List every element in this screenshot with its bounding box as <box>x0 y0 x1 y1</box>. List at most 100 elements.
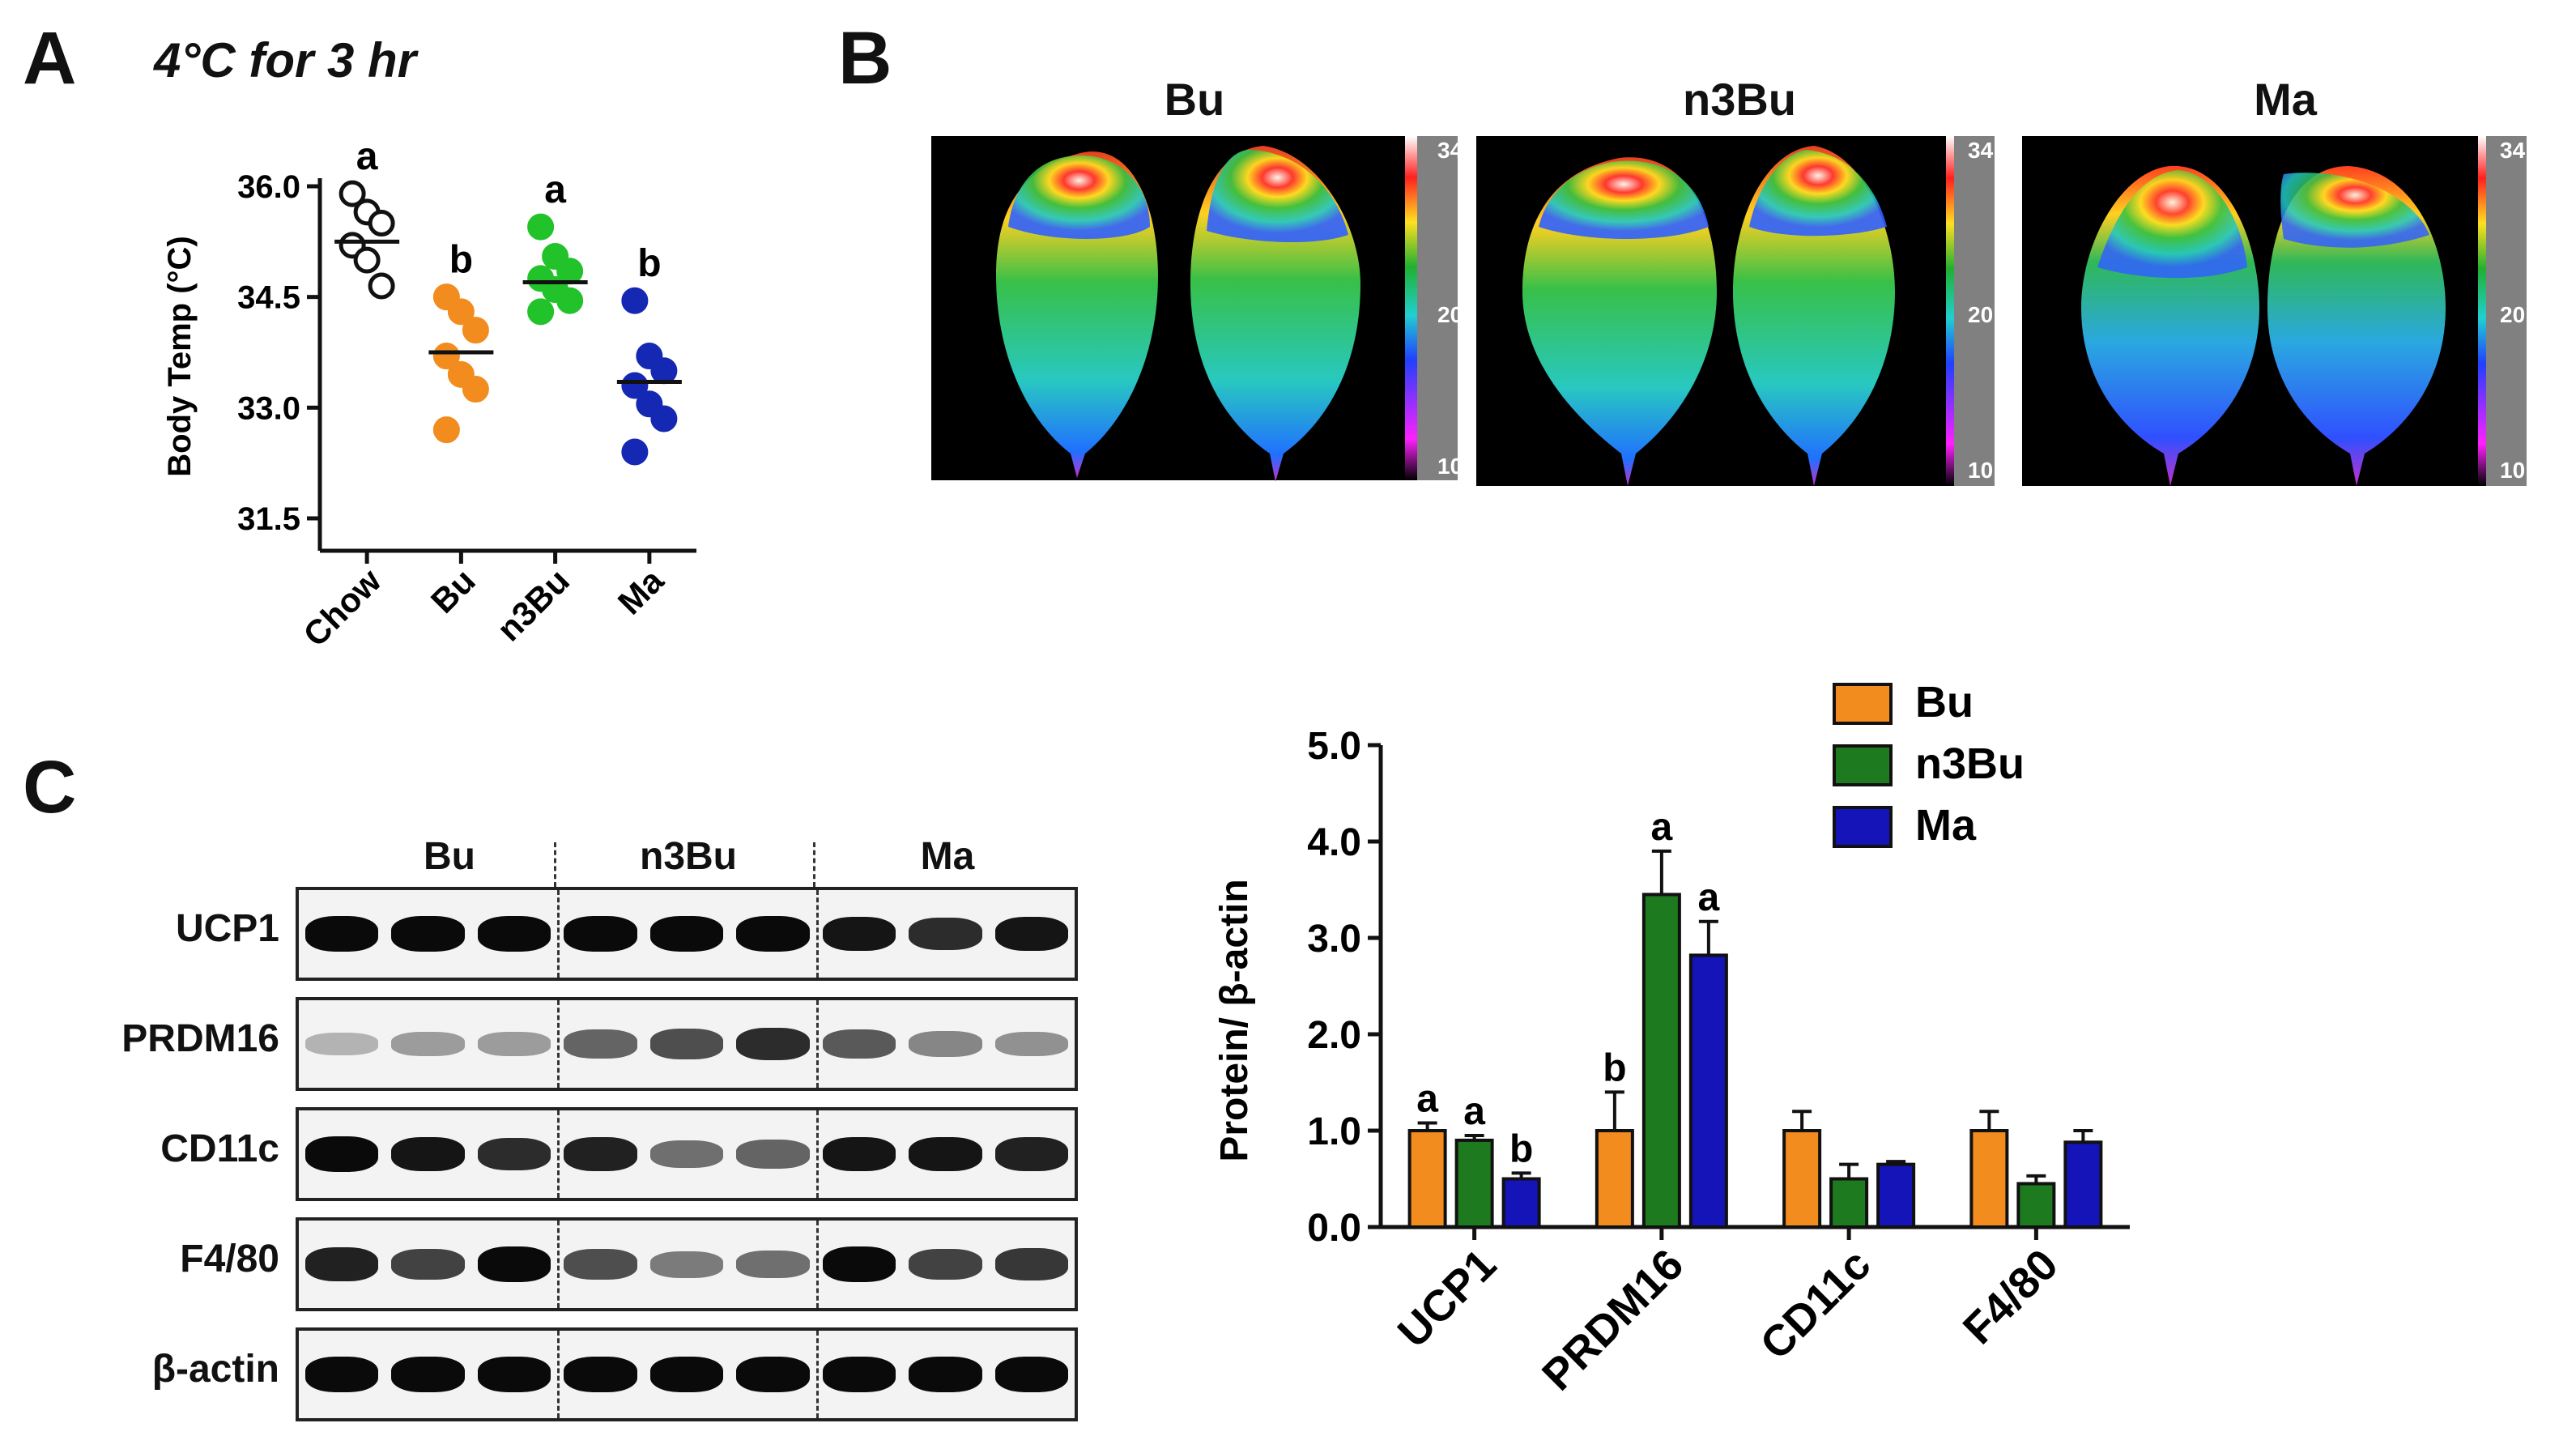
scatter-y-tick-label: 31.5 <box>237 501 300 537</box>
scatter-point <box>462 376 489 403</box>
blot-band <box>909 1031 982 1057</box>
blot-band <box>477 1032 551 1056</box>
legend-swatch <box>1833 744 1893 786</box>
blot-band <box>564 916 637 952</box>
thermal-title-ma: Ma <box>2254 74 2317 125</box>
bar-significance-letter: a <box>1416 1077 1438 1120</box>
blot-strip <box>296 887 1078 981</box>
scatter-x-tick-label: Chow <box>296 561 388 654</box>
blot-band <box>649 1029 724 1059</box>
scatter-point <box>447 298 475 326</box>
scatter-y-tick-label: 33.0 <box>237 390 300 426</box>
bar <box>2063 1140 2103 1229</box>
blot-band <box>477 916 551 952</box>
bar-x-tick-label: PRDM16 <box>1533 1240 1692 1400</box>
legend-swatch <box>1833 683 1893 725</box>
blot-band <box>736 916 810 952</box>
bar-y-tick-label: 4.0 <box>1307 821 1361 864</box>
scale-mid-ma: 20 <box>2500 302 2525 327</box>
bar <box>1407 1129 1447 1229</box>
blot-band <box>994 1357 1068 1392</box>
scatter-point <box>650 405 678 432</box>
blot-row-label: CD11c <box>160 1127 279 1170</box>
blot-strip <box>296 1327 1078 1421</box>
bar-significance-letter: b <box>1509 1127 1533 1170</box>
blot-group-ma: Ma <box>920 835 975 878</box>
blot-row-label: PRDM16 <box>121 1017 279 1060</box>
blot-row-label: β-actin <box>151 1348 279 1391</box>
blot-band <box>736 1357 810 1392</box>
scatter-significance-letter: b <box>449 239 473 282</box>
panel-a-ylabel: Body Temp (°C) <box>162 236 198 476</box>
blot-strip <box>296 1107 1078 1201</box>
blot-band <box>822 1357 896 1392</box>
scatter-significance-letter: a <box>544 168 566 211</box>
scatter-point <box>556 287 584 314</box>
blot-lane-divider <box>557 890 560 978</box>
bar-y-tick-label: 5.0 <box>1307 725 1361 768</box>
bar-ylabel: Protein/ β-actin <box>1213 879 1256 1161</box>
scale-min-n3bu: 10 <box>1968 458 1993 483</box>
thermal-image-n3bu: n3Bu <box>1476 73 2003 130</box>
thermal-images-svg: 34 20 10 34 20 10 34 20 10 <box>931 136 2527 486</box>
bar-y-tick-label: 0.0 <box>1307 1207 1361 1250</box>
scale-max-n3bu: 34 <box>1968 138 1994 163</box>
scatter-y-tick-label: 36.0 <box>237 169 300 205</box>
blot-band <box>391 1032 465 1056</box>
bar <box>1876 1162 1916 1229</box>
blot-band <box>649 1251 724 1278</box>
legend-swatch <box>1833 806 1893 848</box>
panel-a-letter: A <box>23 17 77 100</box>
bar <box>1688 953 1728 1229</box>
blot-band <box>994 1137 1068 1171</box>
scatter-point <box>621 438 649 466</box>
blot-lane-divider <box>815 890 819 978</box>
blot-band <box>564 1249 637 1280</box>
blot-band <box>822 1029 896 1059</box>
blot-row-label: F4/80 <box>180 1238 279 1280</box>
scatter-significance-letter: a <box>356 135 378 178</box>
blot-band <box>305 1357 379 1392</box>
bar <box>1969 1129 2009 1229</box>
scatter-point <box>368 272 395 300</box>
bar-significance-letter: b <box>1603 1046 1626 1089</box>
blot-band <box>909 917 982 951</box>
blot-band <box>477 1357 551 1392</box>
blot-band <box>564 1029 637 1059</box>
scale-max-ma: 34 <box>2500 138 2526 163</box>
blot-band <box>391 916 465 952</box>
scale-mid-bu: 20 <box>1437 302 1463 327</box>
protein-bar-chart: Protein/ β-actin 0.0 1.0 2.0 3.0 4.0 5.0 UCP1 P… <box>1213 678 2130 1400</box>
blot-band <box>736 1250 810 1279</box>
bar-y-tick-label: 2.0 <box>1307 1014 1361 1057</box>
thermal-title-bu: Bu <box>1164 74 1225 125</box>
blot-band <box>909 1136 982 1172</box>
bar <box>1501 1177 1541 1229</box>
thermal-image-ma: Ma <box>2022 73 2548 130</box>
blot-band <box>649 916 724 952</box>
legend-label: n3Bu <box>1915 739 2025 788</box>
blot-band <box>822 1136 896 1172</box>
thermal-title-n3bu: n3Bu <box>1683 74 1796 125</box>
bar <box>1782 1129 1822 1229</box>
blot-band <box>994 916 1068 952</box>
bar-y-tick-label: 3.0 <box>1307 918 1361 961</box>
blot-band <box>909 1248 982 1280</box>
scale-max-bu: 34 <box>1437 138 1463 163</box>
blot-band <box>305 1136 379 1172</box>
blot-band <box>736 1140 810 1169</box>
bar <box>1829 1177 1869 1229</box>
scatter-point <box>527 213 555 241</box>
bar-x-tick-label: UCP1 <box>1389 1240 1505 1357</box>
thermal-image-bu: Bu <box>931 73 1458 130</box>
bar <box>1641 893 1681 1229</box>
bar <box>1454 1138 1494 1229</box>
blot-band <box>822 1246 896 1282</box>
blot-band <box>564 1357 637 1392</box>
legend-label: Bu <box>1915 678 1974 726</box>
scatter-x-tick-label: Bu <box>424 561 483 620</box>
bar-y-tick-label: 1.0 <box>1307 1110 1361 1153</box>
scatter-point <box>368 210 395 237</box>
scale-min-ma: 10 <box>2500 458 2525 483</box>
blot-band <box>391 1248 465 1280</box>
